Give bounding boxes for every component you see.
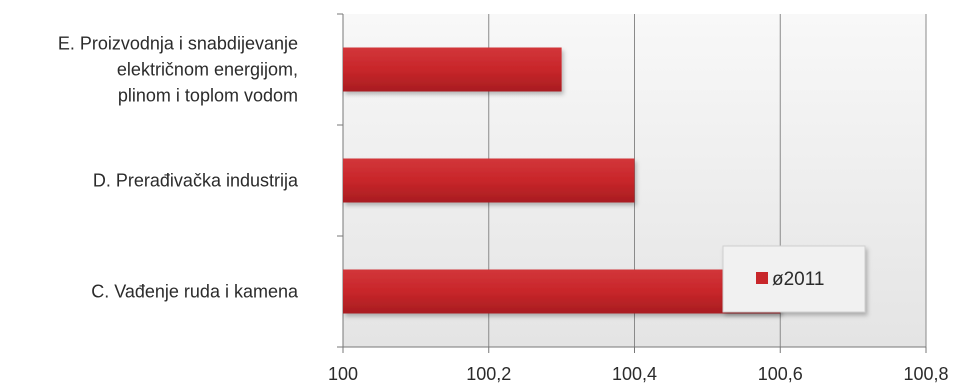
bar [343, 269, 781, 314]
category-labels: E. Proizvodnja i snabdijevanje električno… [58, 34, 299, 302]
tick-labels: 100 100,2 100,4 100,6 100,8 [328, 364, 949, 384]
x-tick-label: 100,4 [612, 364, 657, 384]
bar [343, 47, 562, 92]
bar [343, 158, 635, 203]
x-tick-label: 100,8 [903, 364, 948, 384]
category-label: E. Proizvodnja i snabdijevanje [58, 34, 298, 54]
category-label: D. Prerađivačka industrija [93, 171, 299, 191]
x-tick-label: 100,6 [758, 364, 803, 384]
legend-swatch [756, 272, 768, 284]
category-label: C. Vađenje ruda i kamena [91, 282, 299, 302]
legend-box [722, 245, 866, 313]
category-label: električnom energijom, [117, 60, 298, 80]
x-tick-label: 100 [328, 364, 358, 384]
bars [343, 47, 781, 314]
legend-label: ø2011 [772, 269, 824, 290]
x-tick-label: 100,2 [466, 364, 511, 384]
legend: ø2011 [722, 245, 866, 313]
category-label: plinom i toplom vodom [118, 86, 298, 106]
